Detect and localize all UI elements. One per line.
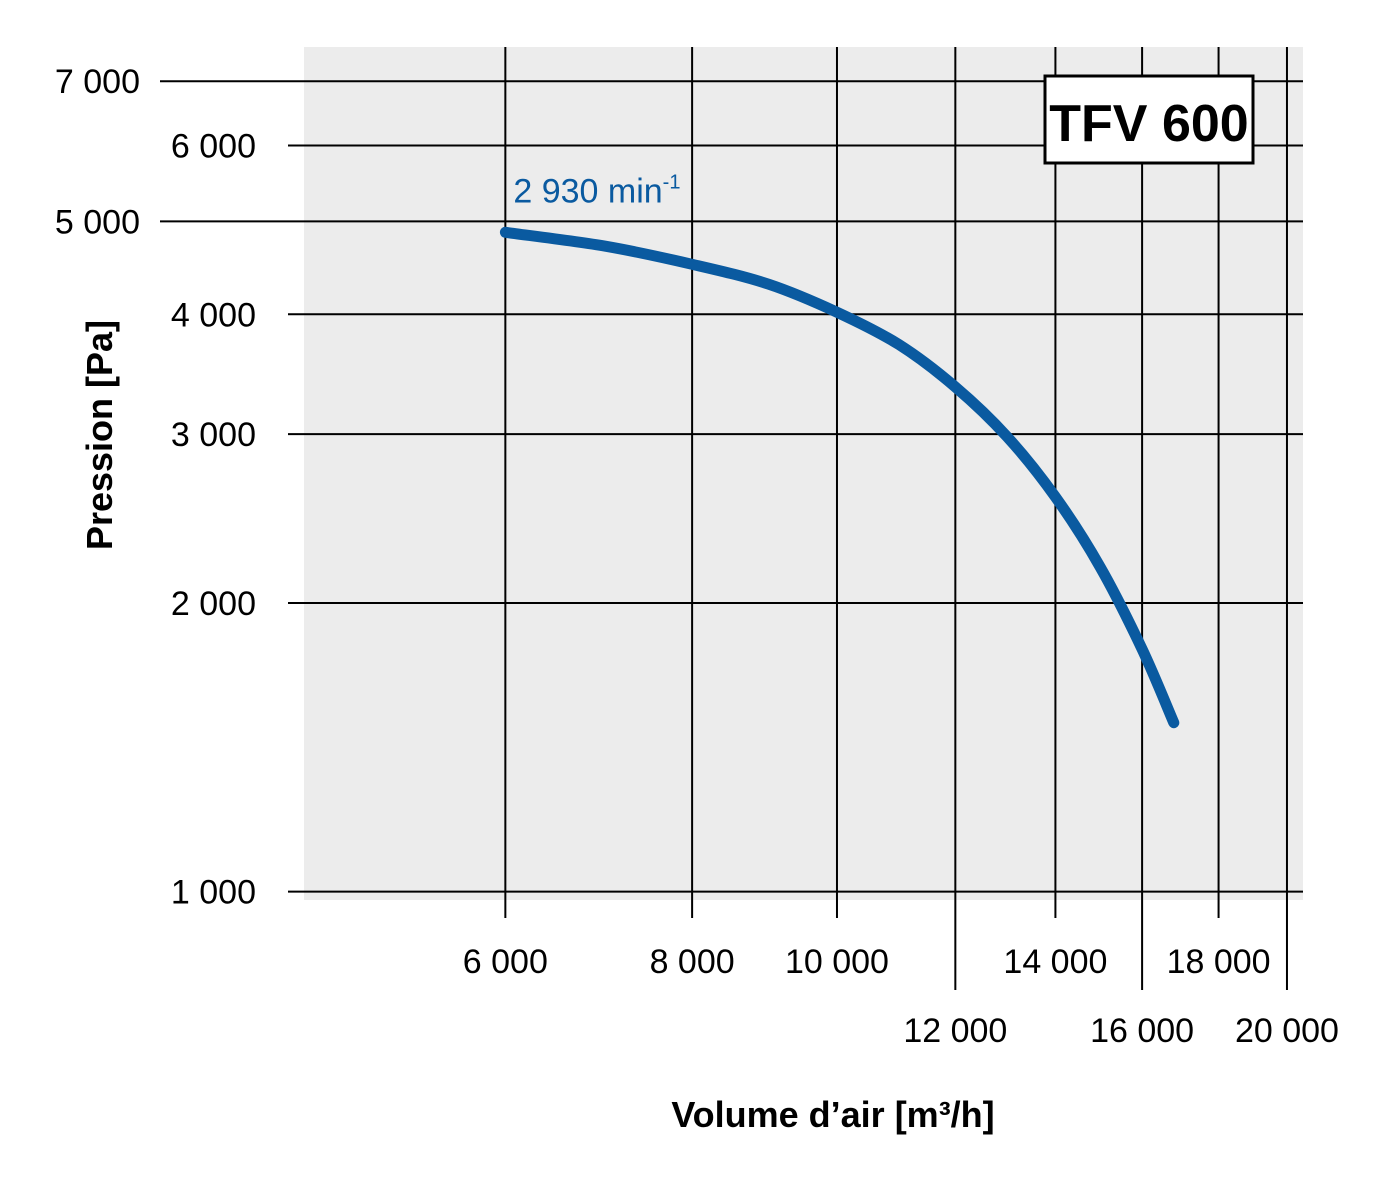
tick-labels: 1 000 2 000 3 000 4 000 5 000 6 000 7 000 6 000… <box>55 63 1339 1050</box>
series-label-text: 2 930 min <box>513 172 662 210</box>
plot-background <box>304 47 1303 900</box>
title-badge-frame <box>1043 74 1255 165</box>
y-tick-label: 2 000 <box>171 585 256 623</box>
y-tick-label: 4 000 <box>171 296 256 334</box>
title-badge-text: TFV 600 <box>1049 95 1248 153</box>
grid <box>160 47 1303 990</box>
x-tick-label: 12 000 <box>903 1012 1007 1050</box>
title-badge: TFV 600 <box>1043 74 1255 165</box>
x-tick-label: 16 000 <box>1090 1012 1194 1050</box>
y-tick-label: 7 000 <box>55 63 140 101</box>
y-tick-label: 6 000 <box>171 127 256 165</box>
y-tick-label: 5 000 <box>55 203 140 241</box>
x-tick-label: 20 000 <box>1235 1012 1339 1050</box>
x-tick-label: 10 000 <box>785 943 889 981</box>
x-tick-label: 8 000 <box>650 943 735 981</box>
x-tick-label: 14 000 <box>1003 943 1107 981</box>
series-label: 2 930 min-1 <box>513 171 680 210</box>
x-tick-label: 18 000 <box>1167 943 1271 981</box>
x-tick-label: 6 000 <box>463 943 548 981</box>
series-line <box>499 226 1180 729</box>
y-tick-label: 1 000 <box>171 874 256 912</box>
x-axis-label: Volume d’air [m³/h] <box>671 1094 994 1135</box>
y-tick-label: 3 000 <box>171 416 256 454</box>
y-axis-label: Pression [Pa] <box>79 320 120 550</box>
series-label-superscript: -1 <box>663 171 681 193</box>
